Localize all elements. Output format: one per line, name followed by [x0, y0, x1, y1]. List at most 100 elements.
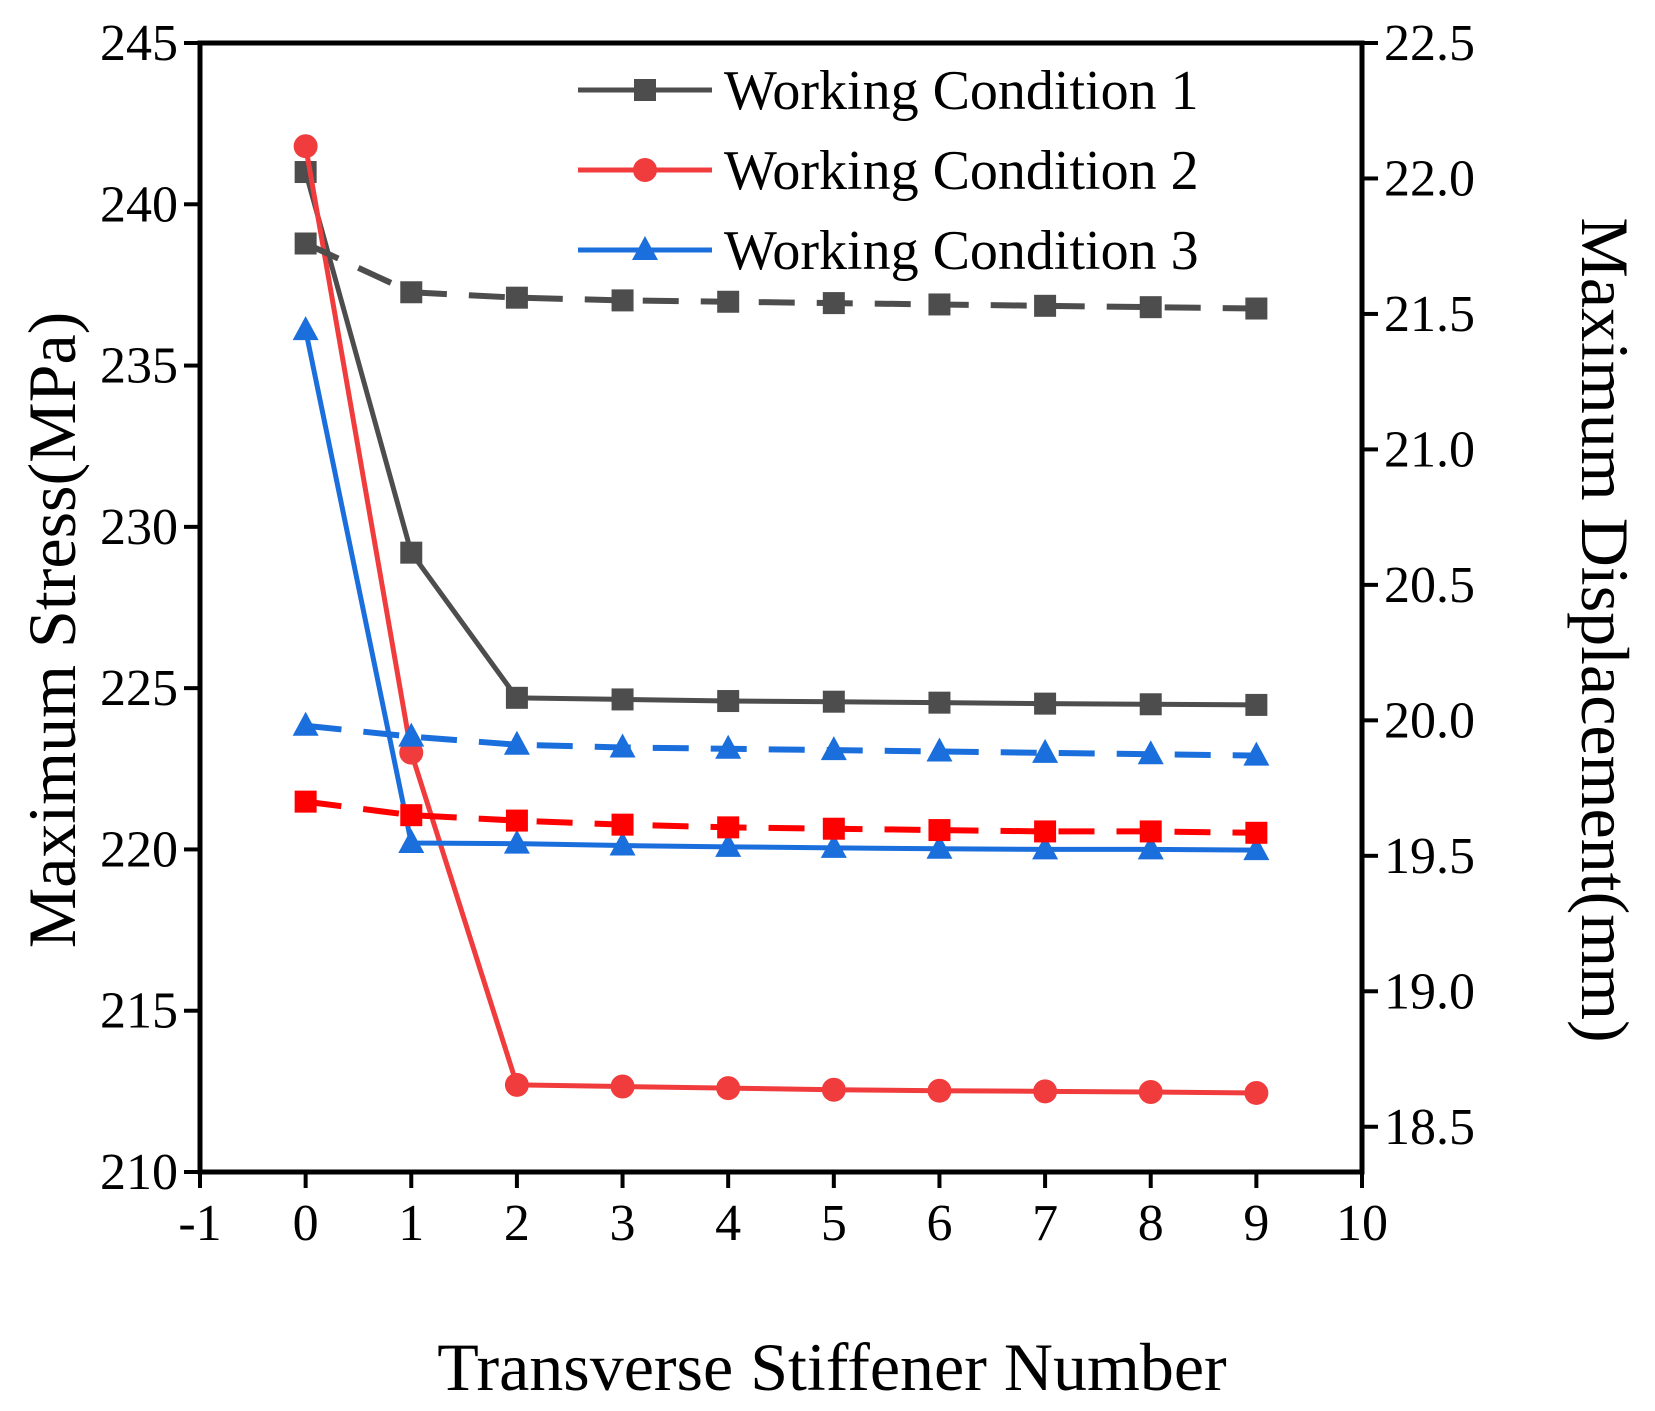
- series-line: [303, 171, 1257, 708]
- x-tick-label: -1: [178, 1195, 221, 1252]
- data-point: [928, 293, 951, 316]
- data-point: [822, 817, 845, 840]
- legend-swatch-marker: [632, 236, 658, 260]
- x-tick-label: 9: [1243, 1195, 1269, 1252]
- data-point: [611, 289, 634, 312]
- data-point: [716, 1076, 741, 1101]
- legend-entry: Working Condition 3: [578, 220, 1199, 282]
- legend-label: Working Condition 1: [724, 60, 1199, 122]
- right-y-tick-label: 22.0: [1384, 150, 1475, 207]
- left-y-tick-label: 225: [100, 660, 178, 717]
- x-tick-label: 4: [715, 1195, 741, 1252]
- series-line: [303, 329, 1257, 853]
- legend-entry: Working Condition 2: [578, 140, 1199, 202]
- x-tick-label: 3: [610, 1195, 636, 1252]
- data-point: [717, 290, 740, 313]
- x-tick-label: 8: [1138, 1195, 1164, 1252]
- x-tick-label: 0: [293, 1195, 319, 1252]
- series-line: [303, 145, 1257, 1096]
- left-y-tick-label: 220: [100, 821, 178, 878]
- data-point: [820, 833, 847, 858]
- series-3: [292, 316, 1270, 861]
- data-point: [1245, 297, 1268, 320]
- x-axis-title: Transverse Stiffener Number: [437, 1329, 1227, 1405]
- x-tick-label: 1: [398, 1195, 424, 1252]
- data-point: [400, 804, 423, 827]
- right-y-tick-label: 21.0: [1384, 421, 1475, 478]
- legend: Working Condition 1 Working Condition 2 Wo…: [578, 60, 1199, 282]
- data-point: [1139, 820, 1162, 843]
- data-point: [1245, 821, 1268, 844]
- data-point: [399, 740, 424, 765]
- data-point: [928, 691, 951, 714]
- data-point: [398, 722, 425, 747]
- legend-swatch-marker: [634, 79, 656, 101]
- data-point: [1243, 836, 1270, 861]
- legend-label: Working Condition 3: [724, 220, 1199, 282]
- x-tick-label: 6: [926, 1195, 952, 1252]
- data-point: [1032, 738, 1059, 763]
- data-point: [822, 690, 845, 713]
- data-point: [503, 730, 530, 755]
- series-2: [293, 134, 1269, 1105]
- data-point: [503, 829, 530, 854]
- data-point: [820, 736, 847, 761]
- data-point: [1137, 740, 1164, 765]
- left-y-axis-title: Maximum Stress(MPa): [14, 312, 90, 949]
- data-point: [1034, 820, 1057, 843]
- right-y-tick-label: 20.5: [1384, 557, 1475, 614]
- data-point: [610, 1074, 635, 1099]
- data-point: [1139, 693, 1162, 716]
- data-point: [398, 828, 425, 853]
- data-point: [400, 281, 423, 304]
- right-y-axis-title: Maximum Displacement(mm): [1567, 217, 1643, 1042]
- right-y-tick-label: 19.0: [1384, 963, 1475, 1020]
- data-point: [717, 690, 740, 713]
- left-y-tick-label: 245: [100, 15, 178, 72]
- series-line: [304, 240, 1257, 312]
- data-point: [927, 1078, 952, 1103]
- data-point: [400, 541, 423, 564]
- x-tick-label: 5: [821, 1195, 847, 1252]
- data-point: [1034, 294, 1057, 317]
- left-y-tick-label: 215: [100, 983, 178, 1040]
- series-layer: [292, 134, 1270, 1105]
- x-tick-label: 7: [1032, 1195, 1058, 1252]
- data-point: [294, 790, 317, 813]
- left-y-tick-label: 235: [100, 338, 178, 395]
- data-point: [609, 733, 636, 758]
- data-point: [1034, 692, 1057, 715]
- right-y-tick-label: 18.5: [1384, 1099, 1475, 1156]
- plot-frame: [197, 40, 1365, 1175]
- legend-label: Working Condition 2: [724, 140, 1199, 202]
- data-point: [1137, 835, 1164, 860]
- right-y-tick-label: 22.5: [1384, 15, 1475, 72]
- data-point: [928, 819, 951, 842]
- data-point: [821, 1077, 846, 1102]
- data-point: [505, 286, 528, 309]
- legend-swatch-marker: [633, 158, 657, 182]
- data-point: [505, 809, 528, 832]
- left-y-tick-label: 230: [100, 499, 178, 556]
- data-point: [1033, 1079, 1058, 1104]
- data-point: [611, 688, 634, 711]
- data-point: [1139, 296, 1162, 319]
- series-line: [305, 798, 1257, 836]
- series-6: [292, 711, 1270, 766]
- left-y-tick-label: 210: [100, 1144, 178, 1201]
- data-point: [1138, 1080, 1163, 1105]
- data-point: [292, 711, 319, 736]
- data-point: [294, 232, 317, 255]
- data-point: [1243, 741, 1270, 766]
- right-y-tick-label: 21.5: [1384, 286, 1475, 343]
- series-4: [294, 232, 1268, 320]
- series-1: [294, 161, 1268, 716]
- series-line: [305, 722, 1257, 759]
- axes-layer: -1 0 1 2 3 4 5 6 7 8 9 10 210 215 220 225 230 235 240 245 18…: [100, 15, 1475, 1252]
- data-point: [926, 834, 953, 859]
- data-point: [505, 686, 528, 709]
- data-point: [926, 737, 953, 762]
- data-point: [1244, 1080, 1269, 1105]
- left-y-tick-label: 240: [100, 176, 178, 233]
